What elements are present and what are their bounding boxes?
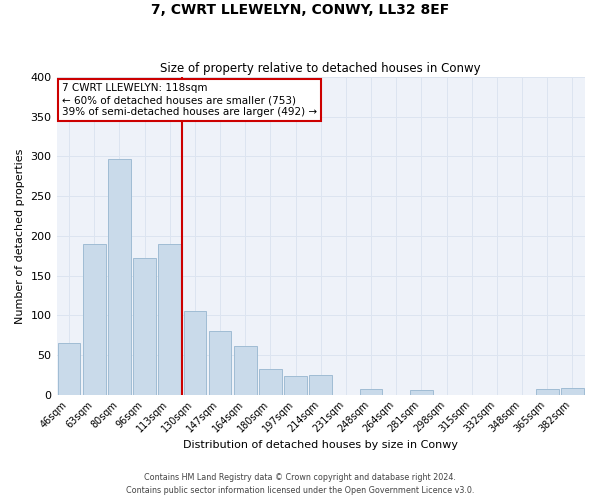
Bar bbox=[83, 244, 106, 395]
Y-axis label: Number of detached properties: Number of detached properties bbox=[15, 148, 25, 324]
Text: 7, CWRT LLEWELYN, CONWY, LL32 8EF: 7, CWRT LLEWELYN, CONWY, LL32 8EF bbox=[151, 2, 449, 16]
Bar bbox=[58, 343, 80, 395]
Text: Contains HM Land Registry data © Crown copyright and database right 2024.
Contai: Contains HM Land Registry data © Crown c… bbox=[126, 473, 474, 495]
Bar bbox=[209, 331, 232, 395]
Bar bbox=[284, 376, 307, 395]
Bar bbox=[184, 312, 206, 395]
Bar bbox=[536, 389, 559, 395]
Bar bbox=[158, 244, 181, 395]
Bar bbox=[133, 258, 156, 395]
Bar bbox=[410, 390, 433, 395]
Bar bbox=[108, 159, 131, 395]
Bar bbox=[561, 388, 584, 395]
Bar bbox=[360, 389, 382, 395]
Title: Size of property relative to detached houses in Conwy: Size of property relative to detached ho… bbox=[160, 62, 481, 74]
Bar bbox=[259, 368, 282, 395]
Bar bbox=[234, 346, 257, 395]
Text: 7 CWRT LLEWELYN: 118sqm
← 60% of detached houses are smaller (753)
39% of semi-d: 7 CWRT LLEWELYN: 118sqm ← 60% of detache… bbox=[62, 84, 317, 116]
X-axis label: Distribution of detached houses by size in Conwy: Distribution of detached houses by size … bbox=[183, 440, 458, 450]
Bar bbox=[310, 375, 332, 395]
